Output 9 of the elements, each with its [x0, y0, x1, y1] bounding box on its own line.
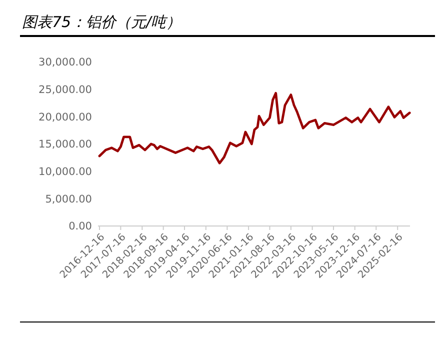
y-tick-label: 5,000.00: [45, 193, 92, 206]
y-tick-label: 0.00: [68, 220, 92, 233]
y-tick-label: 30,000.00: [38, 56, 92, 69]
chart-title: 图表75：铝价（元/吨）: [22, 13, 182, 31]
line-series: [98, 92, 411, 164]
y-tick-label: 10,000.00: [38, 166, 92, 178]
y-tick-label: 15,000.00: [38, 138, 92, 151]
y-tick-label: 20,000.00: [38, 111, 92, 124]
y-tick-label: 25,000.00: [38, 84, 92, 96]
